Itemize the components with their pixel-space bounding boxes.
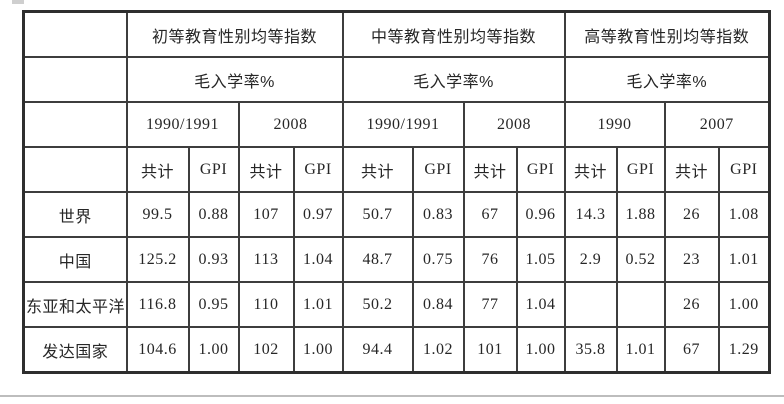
cell: 23	[663, 236, 720, 283]
cell: 50.7	[341, 191, 414, 238]
cell: 1.00	[515, 326, 566, 374]
cell: 1.04	[292, 236, 344, 283]
row-label: 中国	[22, 236, 128, 283]
cell: 1.04	[515, 281, 566, 328]
cell: 125.2	[125, 236, 190, 283]
header-row-subtitles: 毛入学率% 毛入学率% 毛入学率%	[22, 56, 771, 103]
cell-empty	[615, 281, 666, 328]
scan-artifact-top	[12, 0, 24, 4]
col-header-gpi: GPI	[411, 146, 465, 193]
col-header-gpi: GPI	[717, 146, 771, 193]
header-row-group-titles: 初等教育性别均等指数 中等教育性别均等指数 高等教育性别均等指数	[22, 10, 771, 58]
empty-cell	[22, 146, 128, 193]
group-header-tertiary: 高等教育性别均等指数	[563, 10, 771, 58]
col-header-gpi: GPI	[292, 146, 344, 193]
cell: 76	[462, 236, 518, 283]
row-label: 发达国家	[22, 326, 128, 374]
gender-parity-table: 初等教育性别均等指数 中等教育性别均等指数 高等教育性别均等指数 毛入学率% 毛…	[22, 10, 772, 374]
row-label: 东亚和太平洋	[22, 281, 128, 328]
cell: 1.02	[411, 326, 465, 374]
col-header-gpi: GPI	[187, 146, 240, 193]
group-header-secondary: 中等教育性别均等指数	[341, 10, 566, 58]
cell: 0.97	[292, 191, 344, 238]
cell: 1.88	[615, 191, 666, 238]
corner-cell	[22, 10, 128, 58]
cell: 101	[462, 326, 518, 374]
period-secondary-late: 2008	[462, 101, 566, 148]
col-header-total: 共计	[563, 146, 618, 193]
cell: 26	[663, 191, 720, 238]
cell: 1.29	[717, 326, 771, 374]
cell: 67	[462, 191, 518, 238]
cell: 26	[663, 281, 720, 328]
empty-cell	[22, 56, 128, 103]
cell: 1.00	[717, 281, 771, 328]
col-header-total: 共计	[341, 146, 414, 193]
cell: 0.84	[411, 281, 465, 328]
table-row-developed-countries: 发达国家 104.6 1.00 102 1.00 94.4 1.02 101 1…	[22, 326, 771, 374]
col-header-total: 共计	[663, 146, 720, 193]
cell: 0.83	[411, 191, 465, 238]
table-row-china: 中国 125.2 0.93 113 1.04 48.7 0.75 76 1.05…	[22, 236, 771, 283]
cell: 102	[237, 326, 295, 374]
col-header-gpi: GPI	[615, 146, 666, 193]
cell: 104.6	[125, 326, 190, 374]
col-header-total: 共计	[237, 146, 295, 193]
period-tertiary-early: 1990	[563, 101, 666, 148]
table-row-east-asia-pacific: 东亚和太平洋 116.8 0.95 110 1.01 50.2 0.84 77 …	[22, 281, 771, 328]
group-header-primary: 初等教育性别均等指数	[125, 10, 344, 58]
cell: 116.8	[125, 281, 190, 328]
cell: 67	[663, 326, 720, 374]
col-header-gpi: GPI	[515, 146, 566, 193]
cell: 2.9	[563, 236, 618, 283]
cell: 1.00	[292, 326, 344, 374]
period-primary-early: 1990/1991	[125, 101, 240, 148]
cell: 0.95	[187, 281, 240, 328]
page-edge-line	[0, 395, 784, 397]
cell: 99.5	[125, 191, 190, 238]
cell: 1.05	[515, 236, 566, 283]
cell: 50.2	[341, 281, 414, 328]
cell: 1.00	[187, 326, 240, 374]
cell: 94.4	[341, 326, 414, 374]
table-row-world: 世界 99.5 0.88 107 0.97 50.7 0.83 67 0.96 …	[22, 191, 771, 238]
cell: 1.01	[615, 326, 666, 374]
period-primary-late: 2008	[237, 101, 344, 148]
cell: 14.3	[563, 191, 618, 238]
cell: 1.08	[717, 191, 771, 238]
period-secondary-early: 1990/1991	[341, 101, 465, 148]
subtitle-tertiary: 毛入学率%	[563, 56, 771, 103]
cell: 1.01	[292, 281, 344, 328]
header-row-measures: 共计 GPI 共计 GPI 共计 GPI 共计 GPI 共计 GPI 共计 GP…	[22, 146, 771, 193]
header-row-periods: 1990/1991 2008 1990/1991 2008 1990 2007	[22, 101, 771, 148]
col-header-total: 共计	[462, 146, 518, 193]
cell: 113	[237, 236, 295, 283]
cell: 0.96	[515, 191, 566, 238]
subtitle-primary: 毛入学率%	[125, 56, 344, 103]
row-label: 世界	[22, 191, 128, 238]
empty-cell	[22, 101, 128, 148]
cell: 35.8	[563, 326, 618, 374]
cell-empty	[563, 281, 618, 328]
cell: 1.01	[717, 236, 771, 283]
cell: 0.75	[411, 236, 465, 283]
col-header-total: 共计	[125, 146, 190, 193]
cell: 107	[237, 191, 295, 238]
cell: 0.52	[615, 236, 666, 283]
cell: 48.7	[341, 236, 414, 283]
cell: 110	[237, 281, 295, 328]
cell: 77	[462, 281, 518, 328]
cell: 0.88	[187, 191, 240, 238]
subtitle-secondary: 毛入学率%	[341, 56, 566, 103]
cell: 0.93	[187, 236, 240, 283]
period-tertiary-late: 2007	[663, 101, 771, 148]
